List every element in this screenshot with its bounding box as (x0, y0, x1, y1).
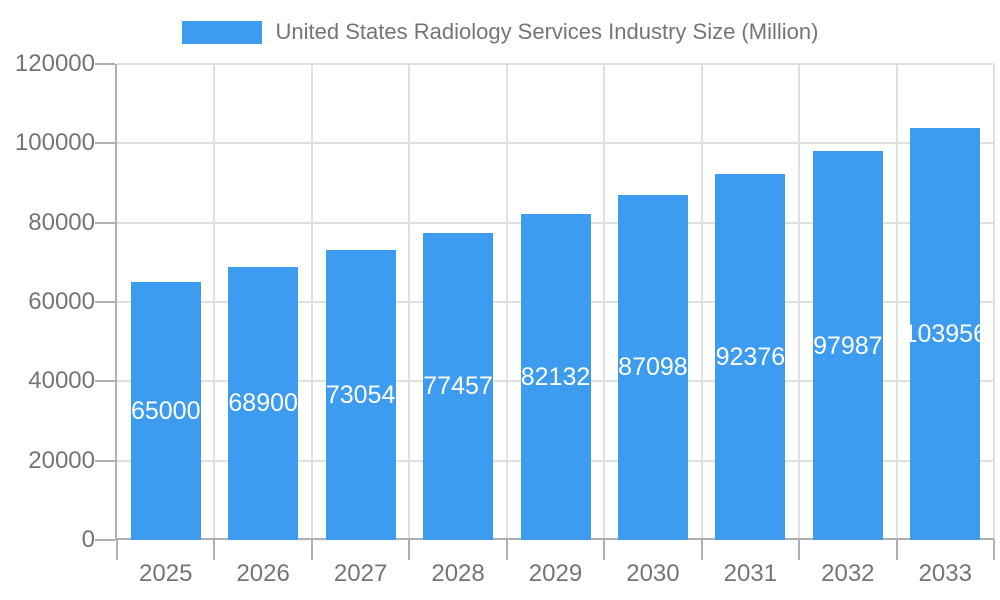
x-tick-label: 2033 (918, 560, 972, 587)
h-gridline (117, 63, 994, 65)
y-axis-tick (95, 221, 115, 224)
bar-value-label: 103956 (903, 319, 987, 348)
y-axis-tick (95, 142, 115, 145)
x-tick-label: 2032 (821, 560, 875, 587)
bar-2027 (325, 250, 396, 540)
v-gridline (505, 64, 508, 540)
bar-2025 (130, 282, 201, 540)
bar-2031 (715, 173, 786, 540)
v-gridline (310, 64, 313, 540)
x-tick-label: 2031 (723, 560, 778, 587)
x-tick-label: 2029 (528, 560, 583, 587)
legend-swatch-icon (181, 20, 262, 44)
bar-value-label: 77457 (423, 372, 493, 401)
x-axis-tick (213, 540, 216, 560)
bar-2029 (520, 214, 591, 540)
v-gridline (895, 64, 898, 540)
v-gridline (700, 64, 703, 540)
x-tick-label: 2028 (431, 560, 485, 587)
x-axis-tick (408, 540, 411, 560)
x-axis-tick (700, 540, 703, 560)
bar-value-label: 92376 (715, 342, 786, 371)
bar-2030 (617, 194, 688, 540)
legend[interactable]: United States Radiology Services Industr… (0, 17, 1000, 47)
x-axis-tick (993, 540, 995, 560)
x-tick-label: 2025 (139, 560, 193, 587)
x-axis-tick (505, 540, 508, 560)
x-axis-tick (895, 540, 898, 560)
x-axis-tick (310, 540, 313, 560)
y-axis-tick (95, 459, 115, 462)
v-gridline (603, 64, 606, 540)
bar-2026 (228, 266, 299, 540)
x-tick-label: 2027 (333, 560, 388, 587)
v-gridline (993, 64, 995, 540)
legend-label: United States Radiology Services Industr… (275, 19, 819, 44)
x-axis-tick (798, 540, 801, 560)
y-axis-line (115, 64, 117, 540)
bar-value-label: 82132 (520, 363, 591, 392)
x-tick-label: 2030 (626, 560, 680, 587)
v-gridline (798, 64, 801, 540)
y-tick-label: 120000 (14, 50, 95, 77)
y-axis-tick (95, 380, 115, 383)
y-tick-label: 20000 (28, 446, 95, 474)
bar-value-label: 68900 (228, 389, 298, 418)
v-gridline (213, 64, 216, 540)
v-gridline (408, 64, 411, 540)
x-axis-tick (603, 540, 606, 560)
bar-value-label: 73054 (325, 381, 396, 410)
y-axis-tick (95, 301, 115, 303)
y-tick-label: 0 (81, 526, 95, 553)
x-tick-label: 2026 (236, 560, 290, 587)
x-axis-tick (116, 540, 118, 560)
bar-2032 (812, 151, 883, 540)
bar-2033 (910, 127, 981, 540)
y-axis-tick (95, 63, 115, 65)
y-tick-label: 80000 (28, 208, 95, 236)
plot-area: 0 20000 40000 60000 80000 100000 120000 65000 20… (15, 50, 995, 587)
h-gridline (117, 142, 994, 145)
y-tick-label: 100000 (14, 129, 95, 157)
bar-2028 (423, 232, 494, 540)
bar-value-label: 65000 (130, 397, 201, 426)
y-tick-label: 40000 (28, 367, 95, 395)
y-tick-label: 60000 (28, 288, 95, 315)
bar-value-label: 97987 (813, 331, 883, 360)
bar-value-label: 87098 (618, 353, 688, 382)
y-axis-tick (95, 539, 115, 541)
